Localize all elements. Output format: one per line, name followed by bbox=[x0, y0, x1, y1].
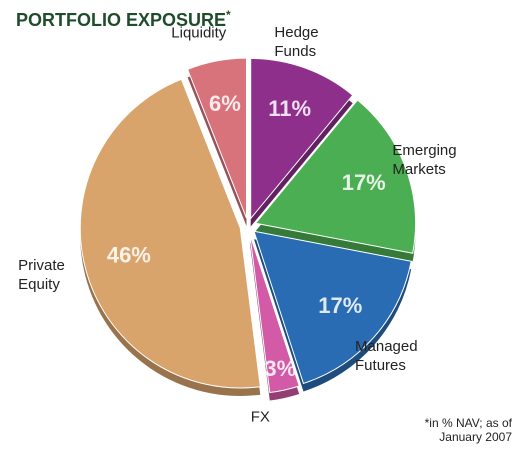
slice bbox=[79, 78, 261, 389]
slice bbox=[250, 57, 354, 220]
slice-label: Managed Futures bbox=[355, 337, 418, 374]
slice bbox=[254, 99, 417, 254]
value-label: 6% bbox=[209, 91, 241, 116]
footnote: *in % NAV; as of January 2007 bbox=[424, 416, 512, 444]
value-label: 17% bbox=[342, 170, 386, 195]
slice-label: Private Equity bbox=[18, 256, 65, 293]
chart-title: PORTFOLIO EXPOSURE* bbox=[16, 8, 231, 31]
slice-label: FX bbox=[250, 408, 270, 426]
slice bbox=[186, 57, 248, 219]
title-text: PORTFOLIO EXPOSURE bbox=[16, 10, 227, 30]
value-label: 46% bbox=[107, 242, 151, 267]
slice bbox=[253, 230, 412, 385]
title-mark: * bbox=[226, 8, 231, 22]
slice-label: Liquidity bbox=[171, 24, 227, 42]
value-label: 3% bbox=[264, 356, 296, 381]
slice bbox=[249, 233, 300, 394]
slice-label: Hedge Funds bbox=[274, 23, 319, 60]
value-label: 17% bbox=[318, 293, 362, 318]
value-label: 11% bbox=[268, 96, 311, 121]
slice-label: Emerging Markets bbox=[392, 141, 457, 178]
